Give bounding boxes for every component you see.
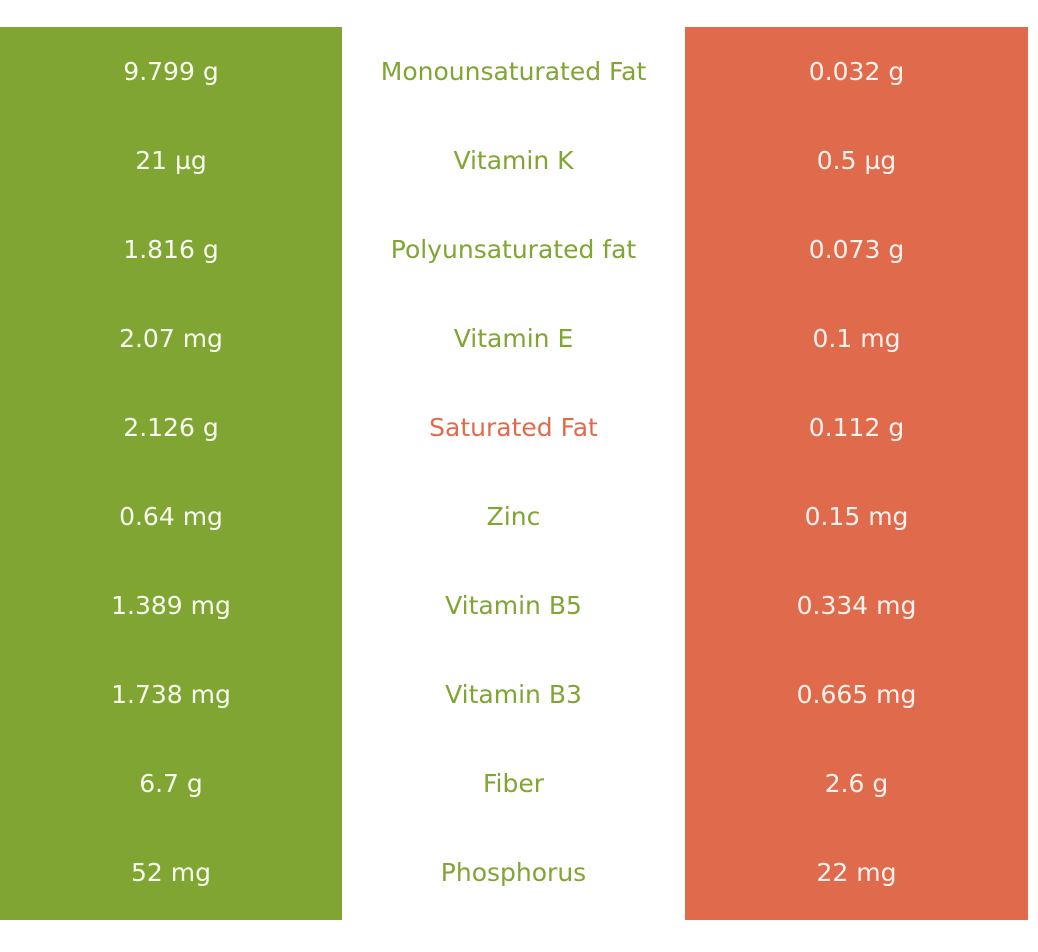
- left-value: 2.126 g: [123, 413, 219, 442]
- comparison-row: 52 mg Phosphorus 22 mg: [0, 828, 1038, 917]
- right-value: 2.6 g: [824, 769, 889, 798]
- comparison-rows: 9.799 g Monounsaturated Fat 0.032 g 21 µ…: [0, 27, 1038, 920]
- left-value: 1.389 mg: [111, 591, 231, 620]
- left-value: 1.738 mg: [111, 680, 231, 709]
- right-value: 0.15 mg: [804, 502, 909, 531]
- comparison-row: 2.07 mg Vitamin E 0.1 mg: [0, 294, 1038, 383]
- left-food-column: [0, 27, 342, 920]
- left-value: 6.7 g: [139, 769, 203, 798]
- right-value: 0.032 g: [808, 57, 905, 86]
- comparison-row: 6.7 g Fiber 2.6 g: [0, 739, 1038, 828]
- right-value: 0.665 mg: [796, 680, 917, 709]
- right-value: 0.112 g: [808, 413, 905, 442]
- nutrient-label: Polyunsaturated fat: [390, 235, 637, 264]
- comparison-row: 9.799 g Monounsaturated Fat 0.032 g: [0, 27, 1038, 116]
- right-value: 22 mg: [816, 858, 897, 887]
- comparison-row: 1.738 mg Vitamin B3 0.665 mg: [0, 650, 1038, 739]
- nutrient-label: Vitamin B5: [445, 591, 582, 620]
- nutrient-comparison-table: 9.799 g Monounsaturated Fat 0.032 g 21 µ…: [0, 27, 1038, 920]
- left-value: 0.64 mg: [119, 502, 223, 531]
- right-value: 0.5 µg: [816, 146, 897, 175]
- left-value: 2.07 mg: [119, 324, 223, 353]
- nutrient-label: Zinc: [486, 502, 541, 531]
- nutrient-label: Saturated Fat: [429, 413, 598, 442]
- nutrient-label: Fiber: [482, 769, 545, 798]
- nutrient-label: Monounsaturated Fat: [380, 57, 647, 86]
- comparison-row: 0.64 mg Zinc 0.15 mg: [0, 472, 1038, 561]
- right-value: 0.073 g: [808, 235, 905, 264]
- comparison-row: 1.816 g Polyunsaturated fat 0.073 g: [0, 205, 1038, 294]
- comparison-row: 1.389 mg Vitamin B5 0.334 mg: [0, 561, 1038, 650]
- nutrient-label: Vitamin K: [453, 146, 574, 175]
- left-value: 21 µg: [135, 146, 207, 175]
- comparison-row: 2.126 g Saturated Fat 0.112 g: [0, 383, 1038, 472]
- left-value: 9.799 g: [123, 57, 219, 86]
- comparison-row: 21 µg Vitamin K 0.5 µg: [0, 116, 1038, 205]
- nutrient-label: Vitamin E: [453, 324, 574, 353]
- nutrient-label: Vitamin B3: [445, 680, 582, 709]
- right-food-column: [685, 27, 1028, 920]
- left-value: 1.816 g: [123, 235, 219, 264]
- right-value: 0.334 mg: [796, 591, 917, 620]
- left-value: 52 mg: [131, 858, 211, 887]
- right-value: 0.1 mg: [812, 324, 901, 353]
- nutrient-label: Phosphorus: [440, 858, 587, 887]
